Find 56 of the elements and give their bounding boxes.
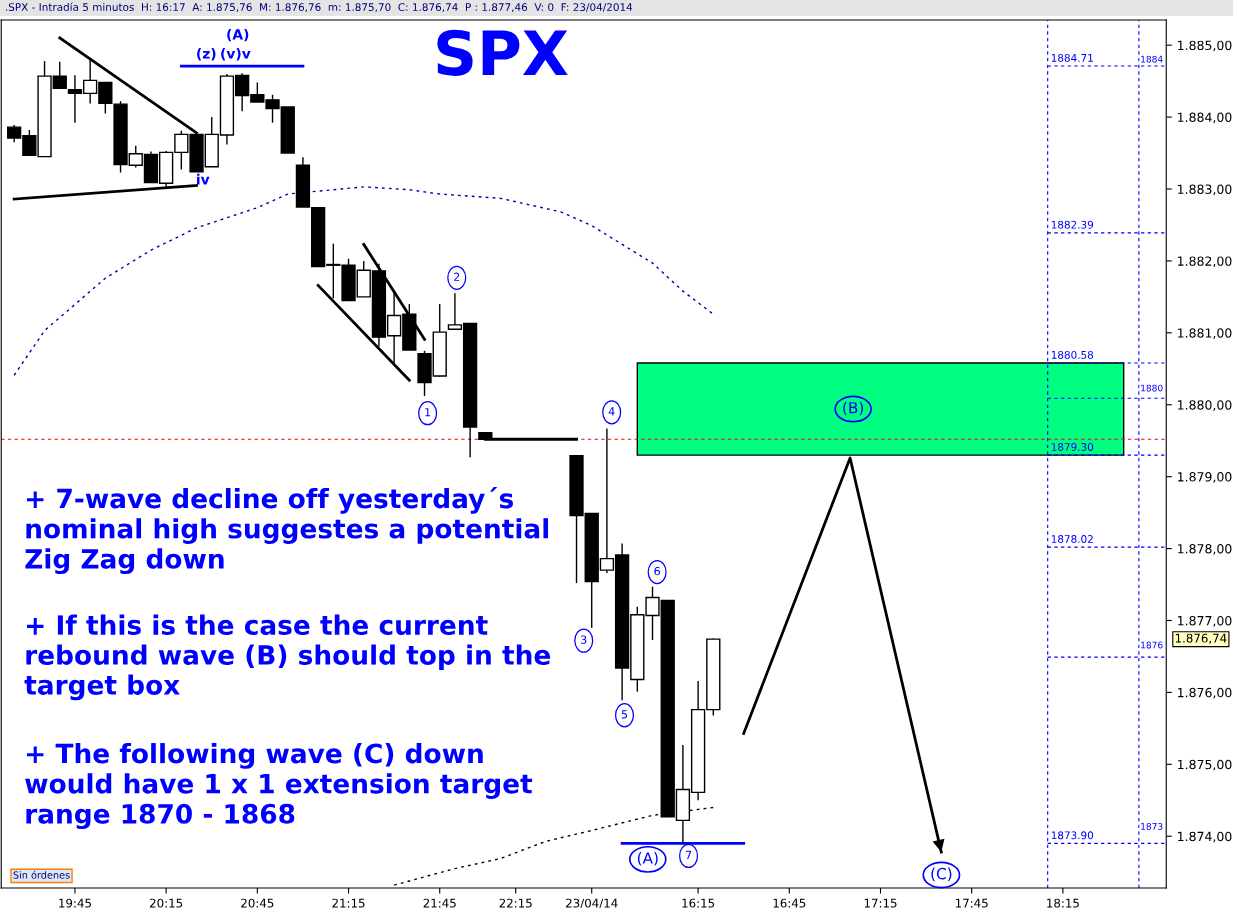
x-tick-label: 23/04/14	[566, 898, 618, 908]
annotation: 1880	[1141, 384, 1163, 392]
x-tick-label: 22:15	[499, 898, 532, 908]
annotation: 6	[654, 566, 660, 576]
annotation: 5	[621, 710, 628, 719]
annotation: 3	[581, 635, 587, 644]
y-tick-label: 1.885,00	[1178, 40, 1232, 52]
y-tick-label: 1.880,00	[1178, 400, 1232, 411]
line-series	[13, 186, 714, 376]
annotation: 1873	[1141, 823, 1163, 830]
ref-line-label: 1873.90	[1051, 831, 1094, 840]
y-tick-label: 1.875,00	[1178, 759, 1232, 771]
x-tick-label: 21:45	[423, 898, 456, 908]
annotation: Sin órdenes	[13, 870, 70, 879]
annotation: (C)	[931, 867, 952, 882]
annotation: iv	[197, 173, 210, 185]
y-tick-label: 1.883,00	[1178, 184, 1232, 196]
annotation: 1876	[1141, 641, 1163, 649]
band-label: (B)	[843, 401, 864, 416]
annotation: + If this is the case the current rebound wave (B) should top in the target box	[24, 614, 551, 701]
x-tick-label: 20:45	[241, 898, 274, 908]
annotation: (A)	[227, 28, 249, 42]
ref-line-label: 1882.39	[1051, 220, 1094, 229]
y-tick-label: 1.877,00	[1178, 615, 1232, 627]
x-tick-label: 18:15	[1047, 898, 1079, 908]
chart-title: SPX	[437, 29, 568, 76]
text: 1.876,74	[1175, 633, 1227, 644]
x-tick-label: 16:15	[682, 898, 715, 908]
x-tick-label: 20:15	[150, 898, 183, 908]
x-tick-label: 17:45	[955, 898, 988, 908]
y-tick-label: 1.874,00	[1178, 831, 1232, 843]
y-tick-label: 1.881,00	[1178, 328, 1232, 340]
ref-line-label: 1884.71	[1051, 53, 1093, 62]
annotation: (A)	[637, 851, 658, 866]
ref-line-label: 1878.02	[1051, 535, 1093, 543]
annotation: 2	[454, 272, 460, 281]
annotation: (v)v	[221, 48, 251, 61]
ref-line-label: 1879.30	[1051, 443, 1094, 451]
annotation: + The following wave (C) down would have 1 x 1 extension target range 1870 - 1868	[25, 743, 533, 830]
ref-line-label: 1880.58	[1051, 350, 1094, 359]
annotation: 1	[425, 408, 431, 417]
x-tick-label: 16:45	[773, 898, 806, 908]
y-tick-label: 1.884,00	[1178, 112, 1232, 124]
y-tick-label: 1.879,00	[1178, 472, 1232, 483]
annotation: (z)	[197, 48, 216, 61]
x-tick-label: 17:15	[864, 898, 897, 908]
y-tick-label: 1.878,00	[1178, 544, 1232, 555]
annotation: 7	[685, 850, 692, 859]
chart-subtitle: .SPX - Intradía 5 minutos H: 16:17 A: 1.875,76 M: 1.876,76 m: 1.875,70 C: 1.876,74 P : 1.877,46 V: 0 F: 23/04/2014	[6, 2, 633, 13]
y-tick-label: 1.876,00	[1178, 687, 1232, 699]
annotation: + 7-wave decline off yesterday´s nominal high suggestes a potential Zig Zag down	[25, 486, 549, 575]
x-tick-label: 21:15	[332, 898, 365, 908]
annotation: 4	[608, 407, 615, 416]
x-tick-label: 19:45	[59, 898, 91, 908]
annotation: 1884	[1141, 55, 1163, 63]
y-tick-label: 1.882,00	[1178, 256, 1232, 268]
